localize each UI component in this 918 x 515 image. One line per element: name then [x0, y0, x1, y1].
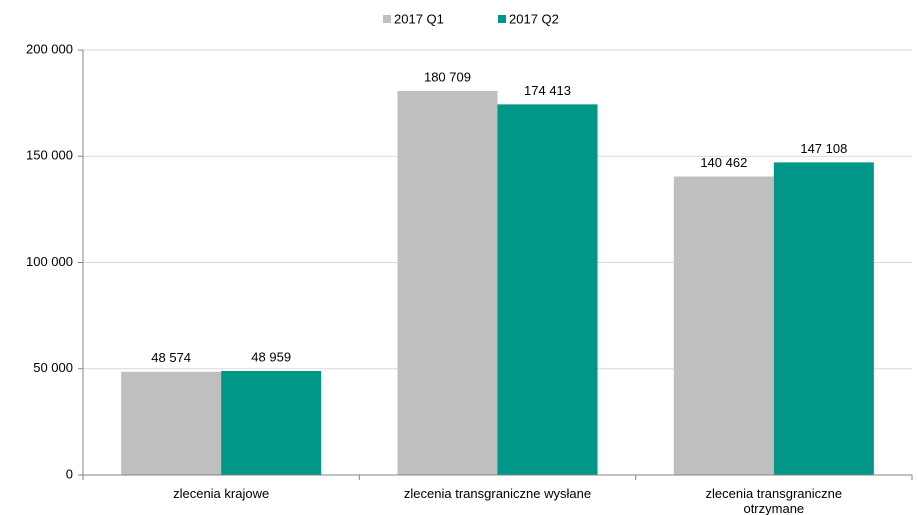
y-tick-label: 100 000 — [26, 254, 73, 269]
data-label: 180 709 — [424, 69, 471, 84]
bar — [497, 104, 598, 475]
x-tick-label: zlecenia krajowe — [173, 486, 270, 501]
data-label: 48 574 — [151, 350, 191, 365]
legend-label: 2017 Q1 — [394, 11, 444, 26]
x-tick-label: zlecenia transgraniczne wysłane — [403, 486, 592, 501]
bar — [773, 162, 874, 475]
legend-swatch — [383, 15, 391, 23]
x-tick-label: zlecenia transgraniczne otrzymane — [705, 486, 843, 515]
y-tick-label: 200 000 — [26, 41, 73, 56]
data-label: 140 462 — [700, 155, 747, 170]
bar — [397, 90, 498, 475]
y-tick-label: 150 000 — [26, 148, 73, 163]
bar — [221, 370, 322, 475]
data-label: 147 108 — [800, 141, 847, 156]
bar — [673, 176, 774, 475]
legend-swatch — [498, 15, 506, 23]
y-tick-label: 50 000 — [33, 360, 73, 375]
data-label: 48 959 — [251, 349, 291, 364]
bar — [121, 371, 222, 475]
y-tick-label: 0 — [66, 466, 73, 481]
legend-label: 2017 Q2 — [509, 11, 559, 26]
data-label: 174 413 — [524, 83, 571, 98]
